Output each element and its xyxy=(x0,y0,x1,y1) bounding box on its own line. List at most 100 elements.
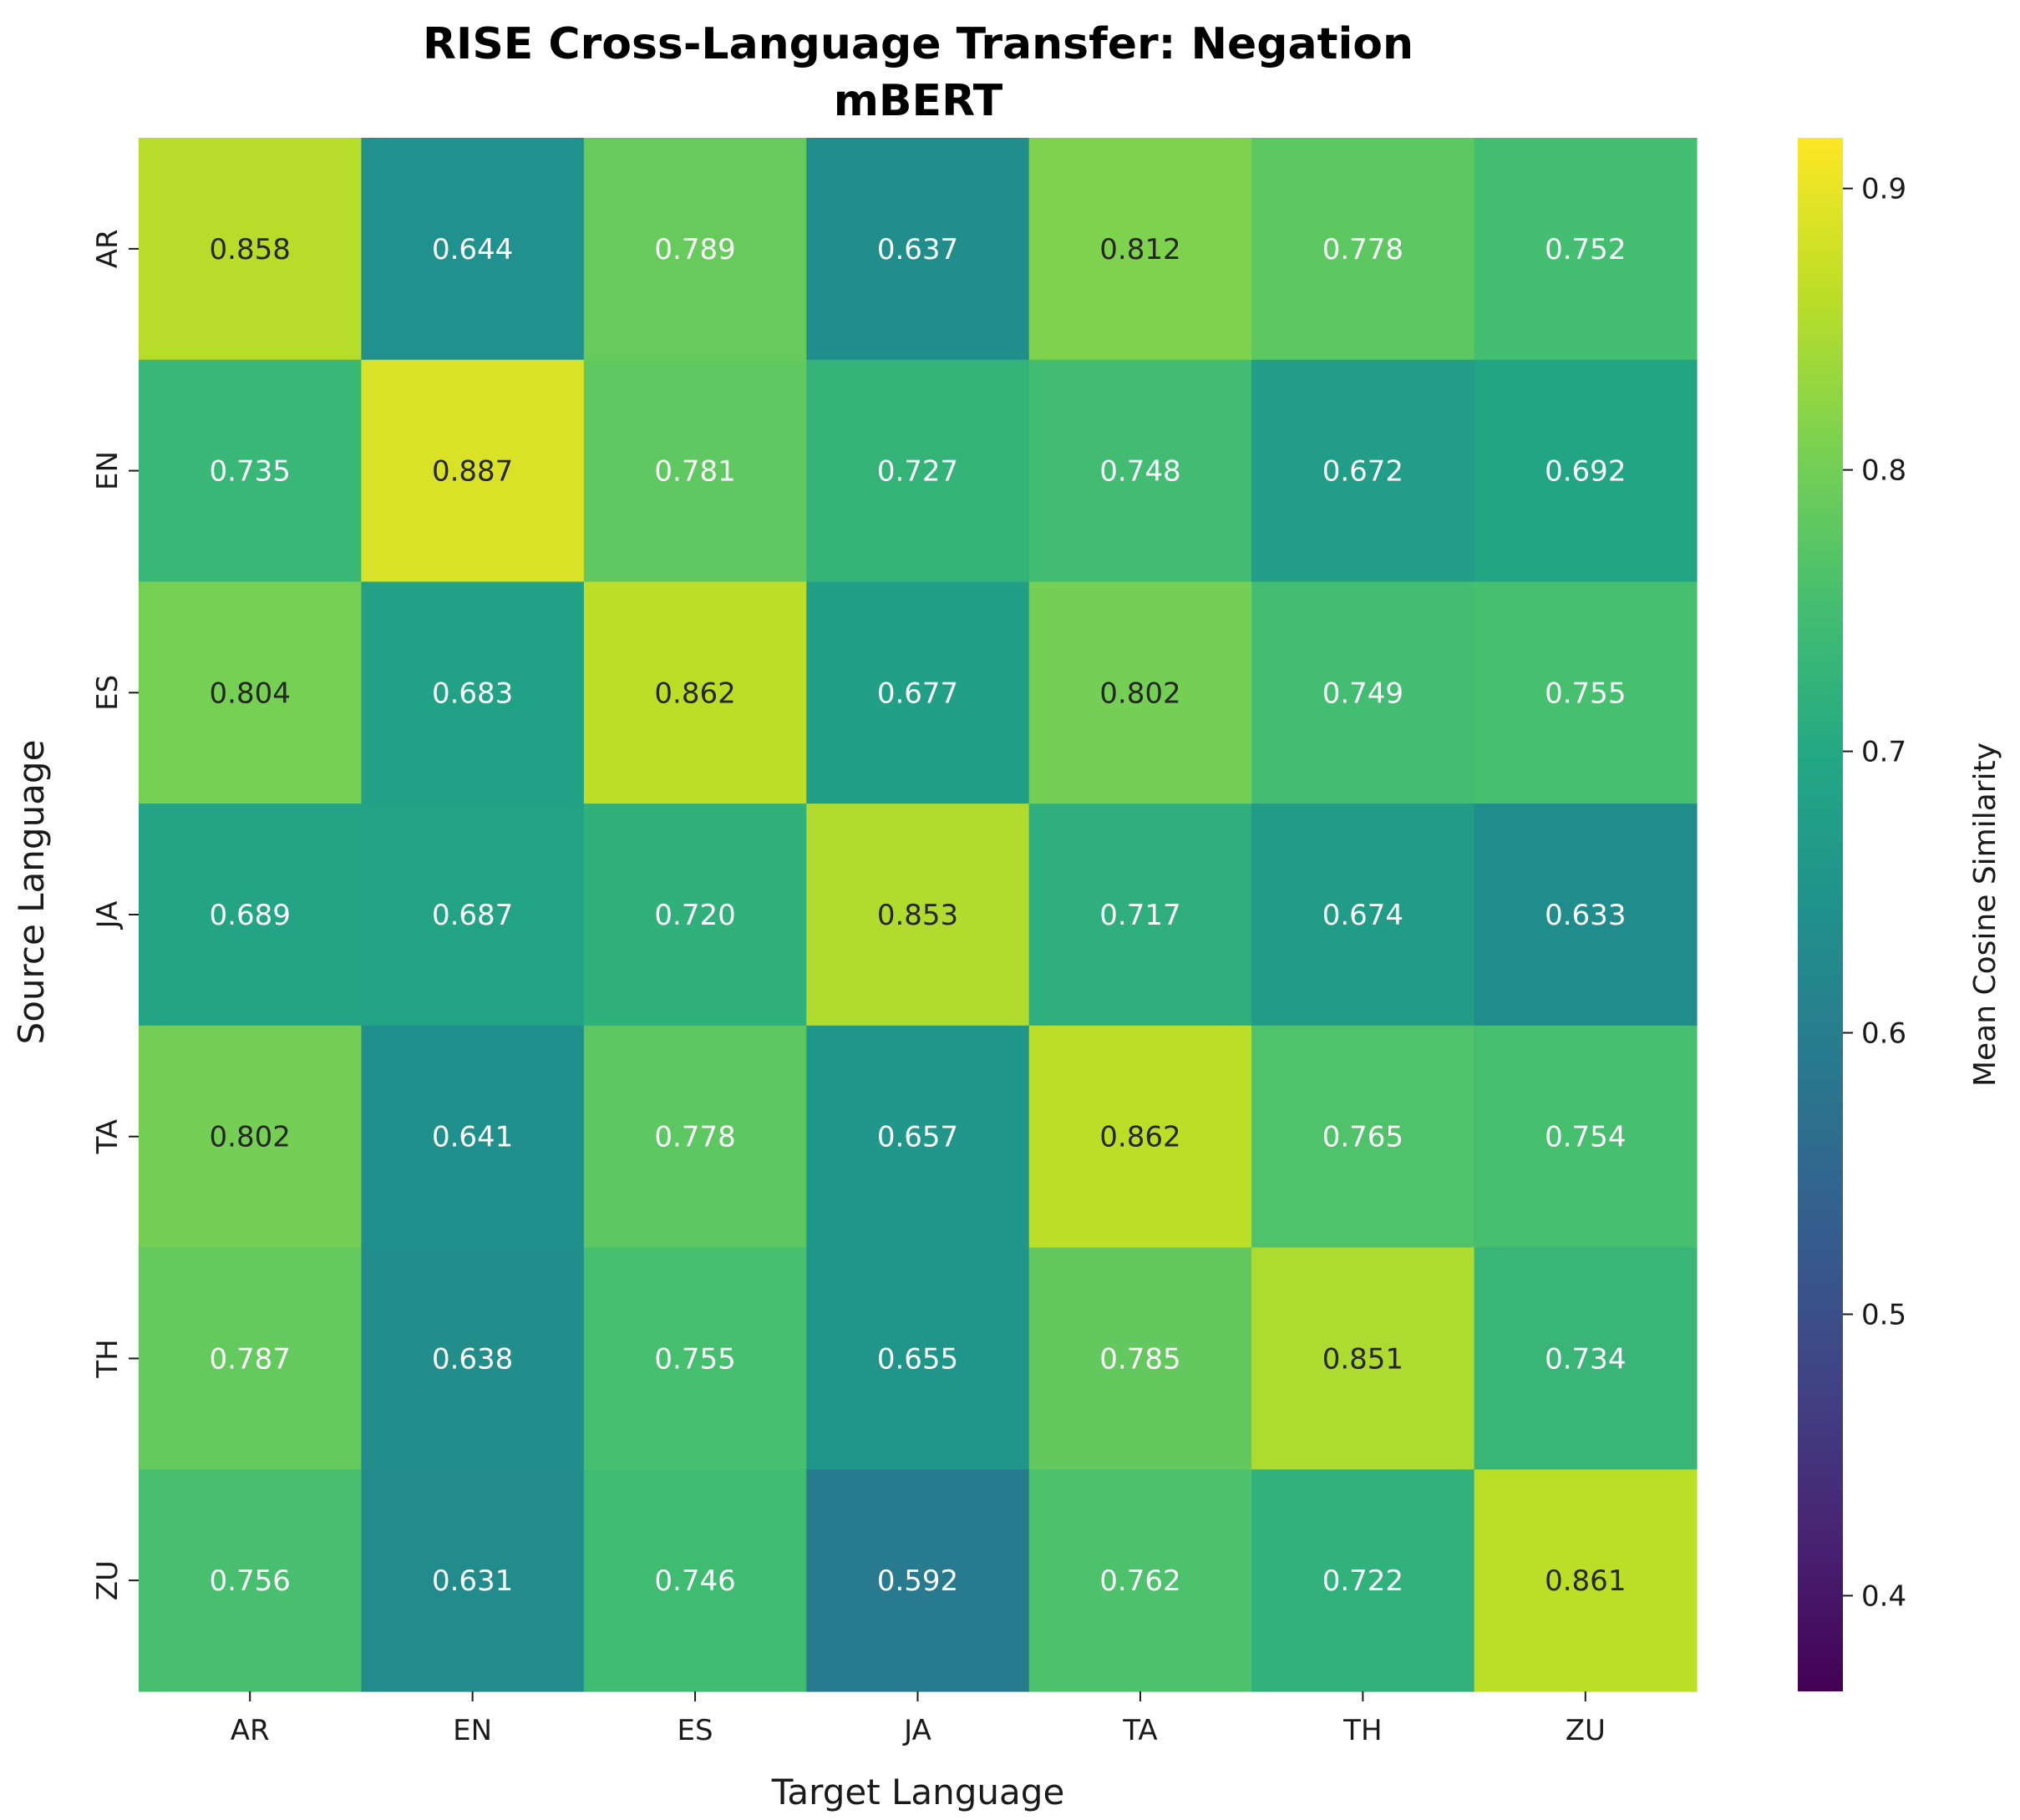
heatmap-cell xyxy=(1474,359,1698,583)
colorbar-label: Mean Cosine Similarity xyxy=(1968,743,2002,1087)
y-tick-label: EN xyxy=(91,451,124,490)
cell-value-label: 0.727 xyxy=(877,455,958,489)
heatmap-cell xyxy=(361,138,585,361)
cell-value-label: 0.765 xyxy=(1322,1121,1403,1154)
heatmap-cell xyxy=(139,138,363,361)
x-tick-label: ES xyxy=(678,1714,713,1747)
heatmap-cell xyxy=(1028,1025,1252,1249)
heatmap-cell xyxy=(361,359,585,583)
heatmap-cell xyxy=(1474,581,1698,804)
heatmap-cell xyxy=(1251,138,1475,361)
colorbar-ticks: 0.4 0.5 0.6 0.7 0.8 0.9 xyxy=(1843,173,1906,1613)
heatmap-cell xyxy=(583,1469,807,1692)
cell-value-label: 0.787 xyxy=(210,1342,291,1376)
heatmap-cell xyxy=(139,1469,363,1692)
cell-value-label: 0.672 xyxy=(1322,455,1403,489)
cell-value-label: 0.692 xyxy=(1545,455,1626,489)
y-tick-label: AR xyxy=(91,229,124,268)
cell-value-label: 0.638 xyxy=(432,1342,513,1376)
heatmap-cell xyxy=(1028,359,1252,583)
colorbar: 0.4 0.5 0.6 0.7 0.8 0.9 Mean Cosine Similarit… xyxy=(1798,138,2002,1691)
heatmap-cell xyxy=(1474,1247,1698,1470)
heatmap-cell xyxy=(361,1025,585,1249)
heatmap-cell xyxy=(139,581,363,804)
heatmap-cell xyxy=(806,1025,1030,1249)
heatmap-cell xyxy=(583,581,807,804)
heatmap-cell xyxy=(806,359,1030,583)
heatmap-cell xyxy=(361,1469,585,1692)
heatmap-cell xyxy=(1251,804,1475,1027)
colorbar-tick-label: 0.4 xyxy=(1861,1579,1906,1613)
cell-value-label: 0.633 xyxy=(1545,899,1626,932)
cell-value-label: 0.752 xyxy=(1545,233,1626,266)
heatmap-cell xyxy=(1251,1025,1475,1249)
heatmap-cell xyxy=(1251,359,1475,583)
colorbar-tick-label: 0.5 xyxy=(1861,1298,1906,1331)
heatmap-cell xyxy=(583,1025,807,1249)
cell-value-label: 0.641 xyxy=(432,1121,513,1154)
cell-value-label: 0.717 xyxy=(1099,899,1180,932)
cell-value-label: 0.748 xyxy=(1099,455,1180,489)
heatmap-cell xyxy=(1474,804,1698,1027)
cell-value-label: 0.778 xyxy=(1322,233,1403,266)
heatmap-cell xyxy=(139,359,363,583)
heatmap-cell xyxy=(361,581,585,804)
y-tick-label: TH xyxy=(91,1339,124,1378)
cell-value-label: 0.687 xyxy=(432,899,513,932)
cell-value-label: 0.785 xyxy=(1099,1342,1180,1376)
chart-subtitle: mBERT xyxy=(834,76,1003,126)
cell-value-label: 0.789 xyxy=(654,233,735,266)
cell-value-label: 0.677 xyxy=(877,677,958,710)
cell-value-label: 0.631 xyxy=(432,1564,513,1598)
x-tick-label: JA xyxy=(902,1714,931,1747)
x-axis-label: Target Language xyxy=(771,1772,1065,1812)
cell-value-label: 0.887 xyxy=(432,455,513,489)
cell-value-label: 0.802 xyxy=(210,1121,291,1154)
heatmap-cells: 0.858 0.644 0.789 0.637 0.812 0.778 0.752 0.735… xyxy=(139,138,1698,1692)
cell-value-label: 0.756 xyxy=(210,1564,291,1598)
heatmap-cell xyxy=(806,804,1030,1027)
y-tick-label: TA xyxy=(91,1119,124,1154)
heatmap-cell xyxy=(583,138,807,361)
cell-value-label: 0.734 xyxy=(1545,1342,1626,1376)
heatmap-cell xyxy=(1251,581,1475,804)
heatmap-cell xyxy=(1251,1469,1475,1692)
heatmap-cell xyxy=(139,804,363,1027)
heatmap-cell xyxy=(1474,138,1698,361)
heatmap-cell xyxy=(1251,1247,1475,1470)
heatmap-cell xyxy=(139,1247,363,1470)
x-tick-label: AR xyxy=(231,1714,270,1747)
heatmap-cell xyxy=(1028,581,1252,804)
x-tick-label: EN xyxy=(453,1714,492,1747)
cell-value-label: 0.592 xyxy=(877,1564,958,1598)
heatmap-cell xyxy=(1474,1469,1698,1692)
cell-value-label: 0.755 xyxy=(654,1342,735,1376)
cell-value-label: 0.861 xyxy=(1545,1564,1626,1598)
cell-value-label: 0.778 xyxy=(654,1121,735,1154)
cell-value-label: 0.689 xyxy=(210,899,291,932)
heatmap-cell xyxy=(583,359,807,583)
cell-value-label: 0.657 xyxy=(877,1121,958,1154)
y-tick-label: ES xyxy=(91,675,124,711)
colorbar-tick-label: 0.9 xyxy=(1861,173,1906,206)
cell-value-label: 0.812 xyxy=(1099,233,1180,266)
heatmap-cell xyxy=(583,1247,807,1470)
colorbar-gradient xyxy=(1798,138,1843,1691)
cell-value-label: 0.683 xyxy=(432,677,513,710)
heatmap-cell xyxy=(806,138,1030,361)
cell-value-label: 0.749 xyxy=(1322,677,1403,710)
cell-value-label: 0.762 xyxy=(1099,1564,1180,1598)
cell-value-label: 0.853 xyxy=(877,899,958,932)
heatmap-cell xyxy=(1028,1469,1252,1692)
y-tick-label: ZU xyxy=(91,1560,124,1600)
cell-value-label: 0.746 xyxy=(654,1564,735,1598)
cell-value-label: 0.720 xyxy=(654,899,735,932)
y-axis-label: Source Language xyxy=(11,740,52,1045)
cell-value-label: 0.862 xyxy=(654,677,735,710)
cell-value-label: 0.674 xyxy=(1322,899,1403,932)
heatmap-cell xyxy=(583,804,807,1027)
cell-value-label: 0.851 xyxy=(1322,1342,1403,1376)
cell-value-label: 0.722 xyxy=(1322,1564,1403,1598)
chart-title: RISE Cross-Language Transfer: Negation xyxy=(423,19,1413,69)
